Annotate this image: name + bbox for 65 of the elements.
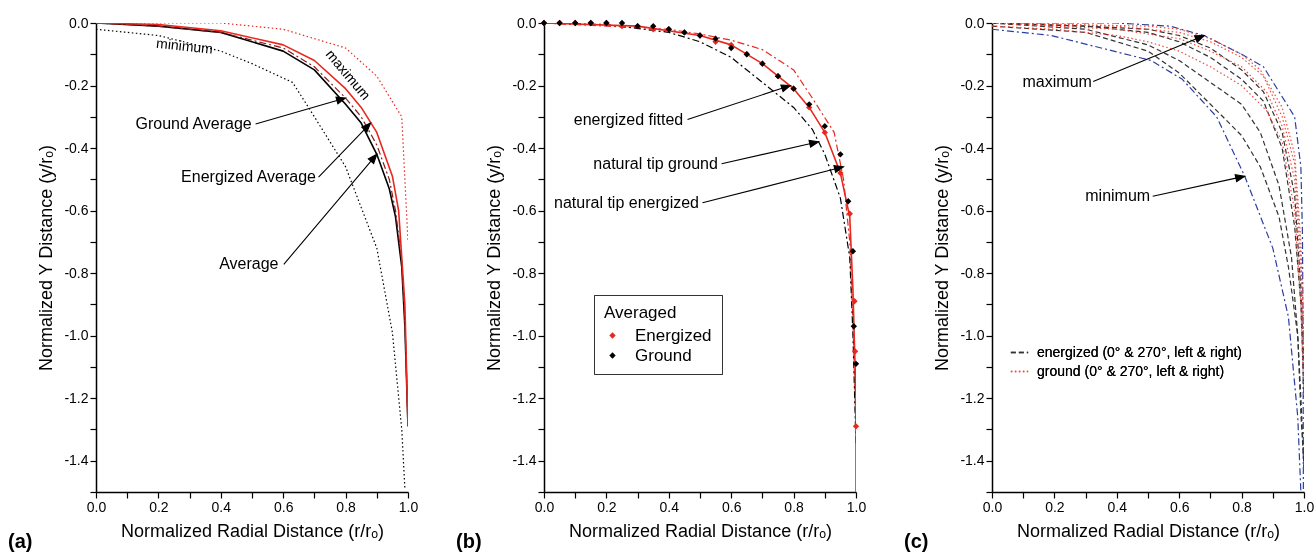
annotation: Average	[219, 255, 279, 273]
y-tick-label: -1.4	[64, 452, 89, 469]
x-tick-label: 1.0	[398, 498, 419, 515]
x-tick-label: 0.8	[336, 498, 357, 515]
text: (c)	[904, 530, 929, 552]
y-tick-label: 0.0	[965, 14, 985, 31]
x-tick-label: 0.0	[86, 498, 107, 515]
x-axis-title: Normalized Radial Distance (r/rₒ)	[569, 520, 832, 541]
x-tick-label: 0.0	[982, 498, 1003, 515]
annotation: natural tip ground	[593, 154, 718, 172]
y-tick-label: -0.6	[512, 202, 537, 219]
legend-label: ground (0° & 270°, left & right)	[1037, 362, 1225, 379]
x-tick-label: 0.2	[597, 498, 617, 515]
y-axis-title: Normalized Y Distance (y/rₒ)	[36, 144, 57, 372]
y-tick-label: 0.0	[69, 14, 89, 31]
y-tick-label: -0.6	[960, 202, 985, 219]
annotation: minimum	[155, 34, 214, 57]
annotation: minimum	[1085, 187, 1151, 205]
y-tick-label: -0.2	[64, 77, 89, 94]
y-tick-label: -1.0	[512, 327, 537, 344]
y-tick-label: -1.0	[960, 327, 985, 344]
annotation: Ground Average	[135, 115, 252, 132]
y-tick-label: -0.8	[64, 264, 89, 281]
x-tick-label: 1.0	[1294, 498, 1315, 515]
y-tick-label: -0.2	[512, 77, 537, 94]
x-tick-label: 0.4	[659, 498, 680, 515]
y-tick-label: -1.4	[960, 452, 985, 469]
y-tick-label: -0.4	[960, 139, 985, 156]
x-tick-label: 0.6	[721, 498, 742, 515]
legend-label: energized (0° & 270°, left & right)	[1037, 343, 1242, 360]
y-tick-label: -0.2	[960, 77, 985, 94]
y-tick-label: -1.2	[64, 389, 89, 406]
legend-label: Energized	[635, 325, 712, 345]
y-tick-label: -0.6	[64, 202, 89, 219]
y-tick-label: -1.2	[960, 389, 985, 406]
x-tick-label: 0.8	[784, 498, 805, 515]
x-tick-label: 0.4	[1107, 498, 1128, 515]
y-tick-label: -0.8	[512, 264, 537, 281]
x-axis-title: Normalized Radial Distance (r/rₒ)	[121, 520, 384, 541]
x-tick-label: 0.6	[1169, 498, 1190, 515]
y-tick-label: 0.0	[517, 14, 537, 31]
annotation: maximum	[1022, 72, 1092, 90]
legend-title: Averaged	[604, 303, 677, 322]
x-tick-label: 0.8	[1232, 498, 1253, 515]
y-tick-label: -1.2	[512, 389, 537, 406]
text: (b)	[456, 530, 482, 552]
y-tick-label: -1.4	[512, 452, 537, 469]
legend-label: Ground	[635, 345, 692, 365]
x-tick-label: 0.0	[534, 498, 555, 515]
x-tick-label: 1.0	[846, 498, 867, 515]
annotation: Energized Average	[181, 168, 317, 186]
x-tick-label: 0.2	[149, 498, 169, 515]
x-tick-label: 0.4	[211, 498, 232, 515]
text: (a)	[8, 530, 33, 552]
x-tick-label: 0.2	[1045, 498, 1065, 515]
y-axis-title: Normalized Y Distance (y/rₒ)	[932, 144, 953, 372]
annotation: energized fitted	[573, 110, 684, 128]
y-tick-label: -0.8	[960, 264, 985, 281]
x-tick-label: 0.6	[273, 498, 294, 515]
y-tick-label: -0.4	[512, 139, 537, 156]
y-tick-label: -0.4	[64, 139, 89, 156]
annotation: natural tip energized	[554, 193, 699, 211]
y-axis-title: Normalized Y Distance (y/rₒ)	[484, 144, 505, 372]
x-axis-title: Normalized Radial Distance (r/rₒ)	[1017, 520, 1280, 541]
y-tick-label: -1.0	[64, 327, 89, 344]
